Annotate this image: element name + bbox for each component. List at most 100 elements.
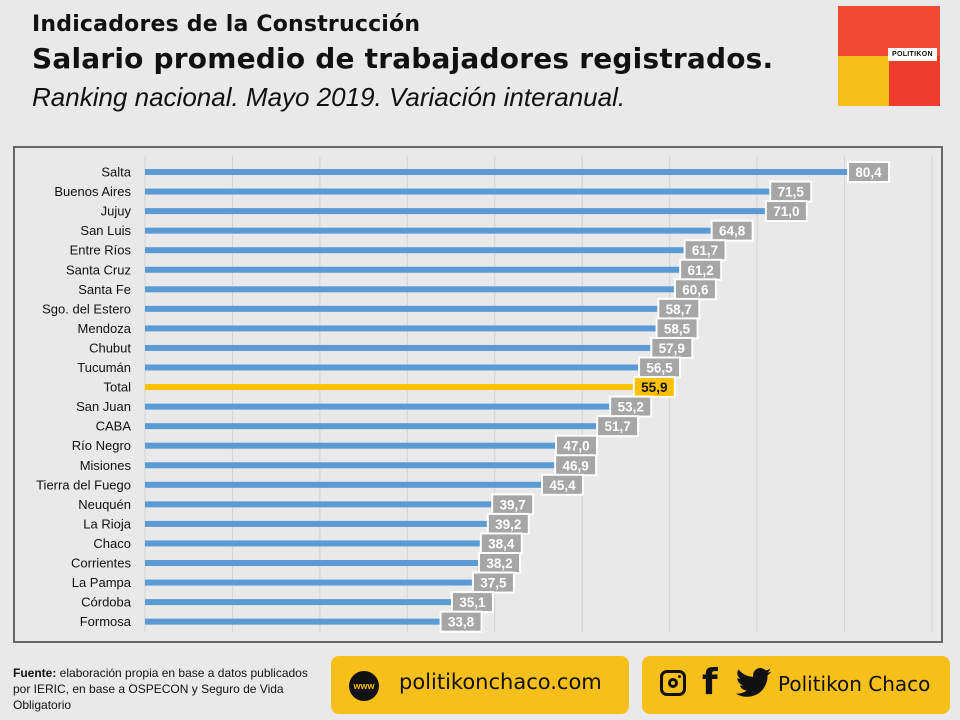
bar (145, 325, 657, 332)
website-badge[interactable]: www politikonchaco.com (331, 656, 629, 714)
bar (145, 481, 542, 488)
data-label: 37,5 (480, 576, 507, 591)
category-label: Sgo. del Estero (42, 301, 131, 316)
category-label: Jujuy (101, 204, 132, 219)
data-label: 56,5 (646, 361, 673, 376)
data-label: 51,7 (604, 419, 630, 434)
category-label: Río Negro (72, 438, 131, 453)
bar (145, 560, 480, 566)
website-url[interactable]: politikonchaco.com (399, 670, 602, 694)
data-label: 39,2 (495, 517, 521, 532)
source-text: elaboración propia en base a datos publi… (13, 666, 308, 712)
bar (145, 442, 556, 449)
category-label: CABA (96, 419, 132, 434)
category-label: Buenos Aires (54, 184, 131, 199)
bar-chart: Salta 80,4 Buenos Aires 71,5 Jujuy 71,0 San Lu… (36, 156, 933, 633)
bar (145, 423, 598, 430)
category-label: Santa Fe (78, 282, 131, 297)
category-label: Chaco (93, 536, 131, 551)
social-badge[interactable]: f Politikon Chaco (642, 656, 950, 714)
data-label: 57,9 (659, 341, 685, 356)
logo-label: POLITIKON (888, 48, 937, 61)
bar (145, 227, 712, 234)
category-label: Córdoba (81, 595, 132, 610)
data-label: 61,7 (692, 243, 718, 258)
politikon-logo: POLITIKON (838, 6, 940, 106)
logo-square-2 (889, 6, 940, 56)
bar (145, 501, 493, 508)
category-label: Mendoza (78, 321, 132, 336)
data-label-box (847, 161, 891, 183)
category-label: Tucumán (77, 360, 131, 375)
data-label: 60,6 (682, 282, 709, 297)
category-label: Chubut (89, 340, 131, 355)
category-label: Salta (101, 165, 131, 180)
category-label: Formosa (80, 614, 132, 629)
bar (145, 344, 652, 351)
data-label: 58,5 (664, 321, 691, 336)
brand-name[interactable]: Politikon Chaco (778, 672, 931, 696)
chart-title: Salario promedio de trabajadores registr… (32, 42, 774, 75)
category-label: Corrientes (71, 556, 131, 571)
bar (145, 169, 849, 175)
category-label: Entre Ríos (70, 243, 132, 258)
logo-square-4 (889, 56, 940, 106)
data-label-box (439, 610, 483, 633)
bar (145, 247, 685, 254)
category-label: Neuquén (78, 497, 131, 512)
category-label: Total (104, 380, 132, 395)
bar (145, 364, 640, 371)
data-label-box (710, 219, 754, 242)
data-label: 53,2 (618, 400, 644, 415)
bar (145, 266, 681, 273)
category-label: San Juan (76, 399, 131, 414)
www-icon: www (349, 671, 379, 701)
bar (145, 305, 659, 312)
data-label: 39,7 (500, 497, 526, 512)
data-label: 38,2 (486, 556, 512, 571)
facebook-icon[interactable]: f (702, 662, 718, 703)
data-label: 33,8 (448, 615, 475, 630)
data-label: 46,9 (562, 458, 588, 473)
category-label: Tierra del Fuego (36, 477, 131, 492)
bar (145, 286, 675, 293)
data-label: 64,8 (719, 224, 746, 239)
bar (145, 520, 488, 527)
bar (145, 579, 473, 586)
bar (145, 462, 556, 469)
source-label: Fuente: (13, 666, 57, 680)
chart-frame: Salta 80,4 Buenos Aires 71,5 Jujuy 71,0 San Lu… (13, 146, 943, 643)
bar (145, 403, 611, 410)
data-label-box (632, 376, 676, 399)
category-label: Misiones (80, 458, 132, 473)
data-label-box (596, 415, 640, 438)
data-label: 35,1 (459, 595, 486, 610)
twitter-icon[interactable] (736, 668, 772, 698)
category-label: La Rioja (83, 516, 131, 531)
data-label: 71,5 (778, 185, 805, 200)
category-label: La Pampa (72, 575, 132, 590)
bar (145, 384, 634, 391)
data-label: 80,4 (855, 165, 882, 180)
data-label-box (540, 473, 584, 496)
data-label: 45,4 (549, 478, 576, 493)
bar (145, 188, 771, 195)
bar (145, 540, 481, 547)
data-label: 55,9 (641, 380, 667, 395)
logo-square-1 (838, 6, 889, 56)
data-label: 71,0 (773, 204, 799, 219)
data-label-box (764, 200, 808, 223)
source-note: Fuente: elaboración propia en base a dat… (13, 665, 313, 713)
instagram-icon[interactable] (660, 670, 686, 696)
bar (145, 208, 766, 215)
category-label: San Luis (80, 223, 131, 238)
bar (145, 618, 441, 625)
data-label: 47,0 (563, 439, 589, 454)
data-label: 58,7 (666, 302, 692, 317)
chart-title-line1: Indicadores de la Construcción (32, 12, 421, 37)
data-label: 61,2 (688, 263, 714, 278)
logo-square-3 (838, 56, 889, 106)
category-label: Santa Cruz (66, 262, 131, 277)
data-label: 38,4 (488, 536, 515, 551)
bar (145, 599, 452, 606)
